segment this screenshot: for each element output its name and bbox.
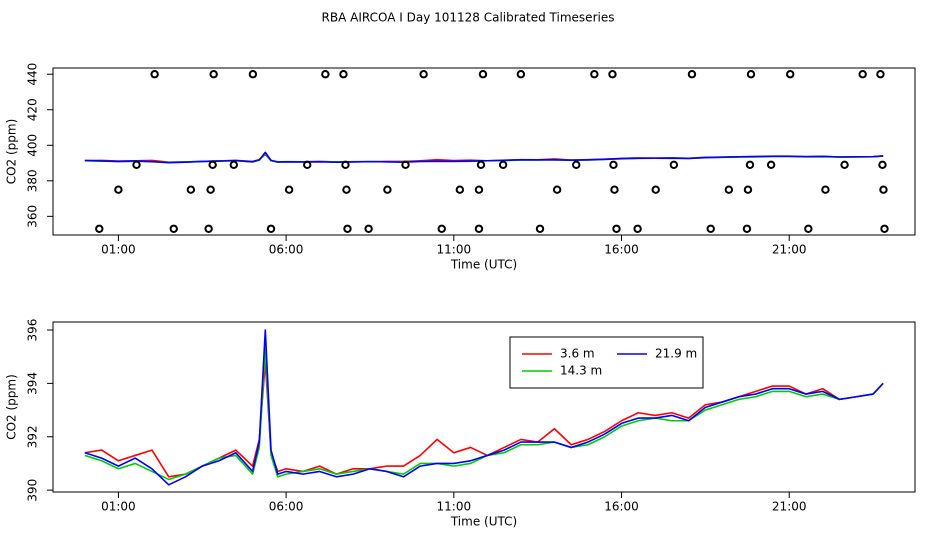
point [786, 70, 795, 79]
point [858, 70, 867, 79]
point [612, 224, 621, 233]
series-line [84, 347, 884, 481]
point [455, 185, 465, 194]
point [651, 185, 660, 194]
point [401, 160, 410, 170]
y-tick-label: 392 [26, 425, 40, 448]
legend-label: 3.6 m [560, 347, 595, 361]
point [552, 185, 562, 194]
point [364, 224, 373, 233]
point [498, 160, 508, 170]
x-axis-label: Time (UTC) [450, 258, 517, 272]
x-tick-label: 11:00 [437, 500, 472, 514]
plot-frame [52, 321, 916, 493]
point [742, 224, 752, 233]
point [383, 185, 392, 194]
point [186, 185, 196, 194]
point [821, 185, 830, 194]
point [474, 185, 484, 194]
point [608, 70, 617, 79]
point [879, 185, 888, 194]
y-tick-label: 360 [26, 205, 40, 228]
point [284, 185, 294, 194]
point [706, 224, 715, 233]
y-tick-label: 390 [26, 479, 40, 502]
point [341, 160, 350, 170]
series-line [84, 329, 884, 486]
point [746, 70, 756, 79]
point [206, 185, 215, 194]
point [476, 160, 486, 170]
point [343, 224, 352, 233]
y-tick-label: 420 [26, 98, 40, 121]
x-tick-label: 16:00 [604, 243, 639, 257]
point [208, 160, 217, 170]
legend-label: 21.9 m [655, 347, 697, 361]
y-tick-label: 396 [26, 319, 40, 342]
point [132, 160, 141, 170]
x-tick-label: 21:00 [772, 243, 807, 257]
legend-label: 14.3 m [560, 364, 602, 378]
point [321, 70, 330, 79]
point [609, 160, 618, 170]
x-tick-label: 11:00 [437, 243, 472, 257]
legend-box [509, 336, 704, 389]
point [229, 160, 238, 170]
point [840, 160, 849, 170]
point [204, 224, 213, 233]
point [150, 70, 159, 79]
point [342, 185, 351, 194]
point [95, 224, 104, 233]
point [169, 224, 178, 233]
y-axis-label: CO2 (ppm) [5, 374, 19, 440]
series-line [84, 151, 884, 164]
point [516, 70, 526, 79]
point [876, 70, 885, 79]
y-tick-label: 394 [26, 372, 40, 395]
point [339, 70, 348, 79]
y-tick-label: 380 [26, 169, 40, 192]
point [474, 224, 484, 233]
point [880, 224, 889, 233]
point [303, 160, 312, 170]
x-tick-label: 06:00 [269, 243, 304, 257]
point [669, 160, 679, 170]
y-axis-label: CO2 (ppm) [5, 119, 19, 185]
x-tick-label: 16:00 [604, 500, 639, 514]
point [590, 70, 599, 79]
y-tick-label: 400 [26, 134, 40, 157]
point [804, 224, 813, 233]
y-tick-label: 440 [26, 63, 40, 86]
point [535, 224, 545, 233]
point [687, 70, 697, 79]
point [209, 70, 218, 79]
legend: 3.6 m 14.3 m 21.9 m [509, 336, 704, 389]
point [419, 70, 428, 79]
point [745, 160, 755, 170]
point [633, 224, 642, 233]
point [248, 70, 258, 79]
series-line [84, 361, 884, 478]
point [114, 185, 123, 194]
plot-frame [52, 67, 916, 236]
point [878, 160, 887, 170]
figure-title: RBA AIRCOA I Day 101128 Calibrated Times… [322, 11, 615, 25]
point [610, 185, 619, 194]
point [437, 224, 446, 233]
x-tick-label: 21:00 [772, 500, 807, 514]
point [572, 160, 581, 170]
point [766, 160, 776, 170]
x-tick-label: 06:00 [269, 500, 304, 514]
point [743, 185, 753, 194]
x-axis-label: Time (UTC) [450, 515, 517, 529]
point [724, 185, 734, 194]
x-tick-label: 01:00 [101, 500, 136, 514]
point [266, 224, 276, 233]
x-tick-label: 01:00 [101, 243, 136, 257]
point [478, 70, 488, 79]
